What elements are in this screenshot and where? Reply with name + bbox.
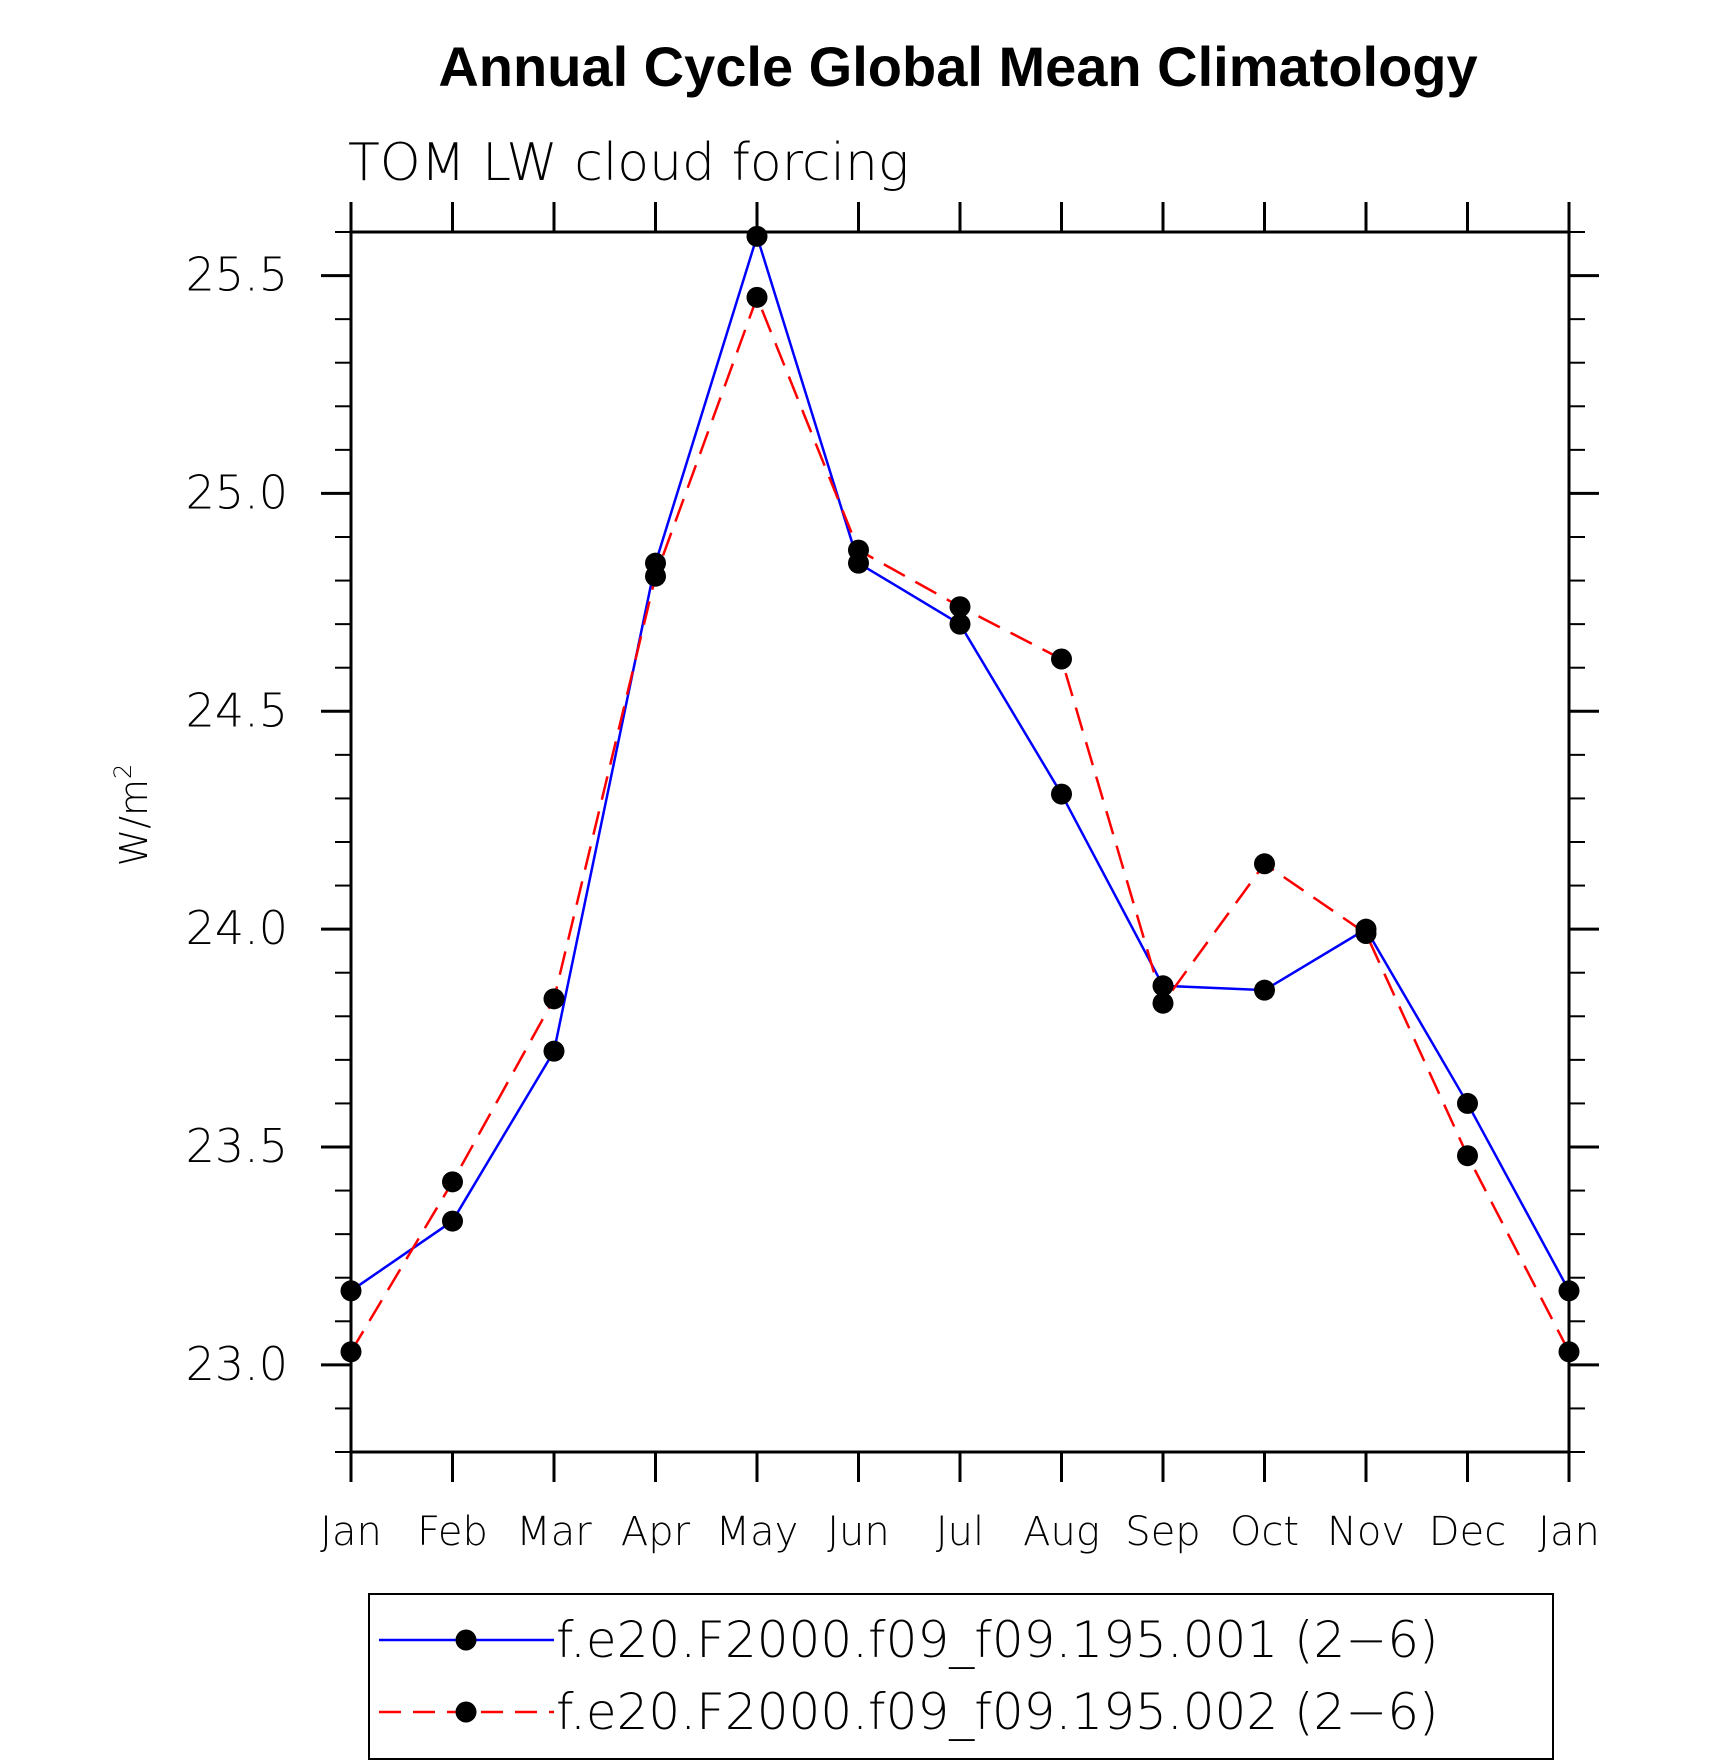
data-point-series-1 xyxy=(949,613,971,635)
y-tick-label: 25.5 xyxy=(186,248,288,302)
data-point-series-1 xyxy=(340,1280,362,1302)
data-point-series-1 xyxy=(1457,1092,1478,1114)
data-point-series-2 xyxy=(1051,648,1072,670)
svg-text:W/m2: W/m2 xyxy=(109,764,156,867)
data-point-series-2 xyxy=(848,539,869,561)
x-tick-label: Jan xyxy=(320,1509,382,1555)
data-point-series-1 xyxy=(1254,979,1275,1001)
plot-axes: Jan Feb Mar Apr May Jun Jul Aug Sep Oct Nov Dec Jan 2… xyxy=(186,202,1600,1555)
chart-title: Annual Cycle Global Mean Climatology xyxy=(438,35,1477,98)
y-tick-label: 23.0 xyxy=(186,1337,288,1391)
data-point-series-2 xyxy=(442,1171,463,1193)
x-tick-label: Nov xyxy=(1327,1509,1405,1555)
legend: f.e20.F2000.f09_f09.195.001 (2−6) f.e20.F… xyxy=(368,1593,1554,1760)
legend-marker-1 xyxy=(455,1629,477,1651)
x-tick-label: Apr xyxy=(621,1509,691,1555)
legend-label-1: f.e20.F2000.f09_f09.195.001 (2−6) xyxy=(556,1611,1439,1669)
x-tick-label: Jul xyxy=(936,1509,984,1555)
y-tick-label: 24.5 xyxy=(186,683,288,737)
data-point-series-2 xyxy=(746,286,768,308)
data-point-series-1 xyxy=(1558,1280,1580,1302)
data-point-series-2 xyxy=(1558,1341,1580,1363)
plot-frame xyxy=(349,230,1571,1454)
series-layer xyxy=(340,225,1580,1363)
x-tick-label: Feb xyxy=(417,1509,488,1555)
data-point-series-1 xyxy=(1152,975,1174,997)
data-point-series-1 xyxy=(1051,783,1072,805)
legend-label-2: f.e20.F2000.f09_f09.195.002 (2−6) xyxy=(556,1683,1439,1741)
y-axis-label: W/m2 xyxy=(109,764,156,867)
data-point-series-2 xyxy=(1152,992,1174,1014)
y-axis-label-superscript: 2 xyxy=(109,764,137,779)
chart-subtitle: TOM LW cloud forcing xyxy=(348,133,909,193)
data-point-series-2 xyxy=(340,1341,362,1363)
x-tick-label: Oct xyxy=(1230,1509,1299,1555)
y-tick-label: 25.0 xyxy=(186,465,288,519)
data-point-series-2 xyxy=(1457,1145,1478,1167)
data-point-series-2 xyxy=(949,596,971,618)
data-point-series-2 xyxy=(1355,923,1377,944)
x-tick-label: Sep xyxy=(1125,1509,1200,1555)
y-axis-label-text: W/m xyxy=(112,779,156,866)
x-tick-label: Jan xyxy=(1538,1509,1600,1555)
data-point-series-2 xyxy=(543,988,565,1010)
data-point-series-2 xyxy=(645,565,666,587)
data-point-series-1 xyxy=(442,1210,463,1232)
x-tick-label: Aug xyxy=(1023,1509,1100,1555)
x-tick-label: May xyxy=(716,1509,799,1555)
y-tick-label: 23.5 xyxy=(186,1119,288,1173)
x-tick-label: Jun xyxy=(827,1509,890,1555)
series-line-1 xyxy=(350,232,1571,1292)
legend-marker-2 xyxy=(455,1701,477,1723)
series-line-2 xyxy=(349,293,1571,1353)
x-tick-label: Mar xyxy=(516,1509,592,1555)
legend-box xyxy=(368,1593,1554,1760)
data-point-series-1 xyxy=(543,1040,565,1062)
x-tick-label: Dec xyxy=(1429,1509,1506,1555)
data-point-series-1 xyxy=(746,225,768,247)
data-point-series-2 xyxy=(1254,853,1275,875)
y-tick-label: 24.0 xyxy=(186,901,288,955)
